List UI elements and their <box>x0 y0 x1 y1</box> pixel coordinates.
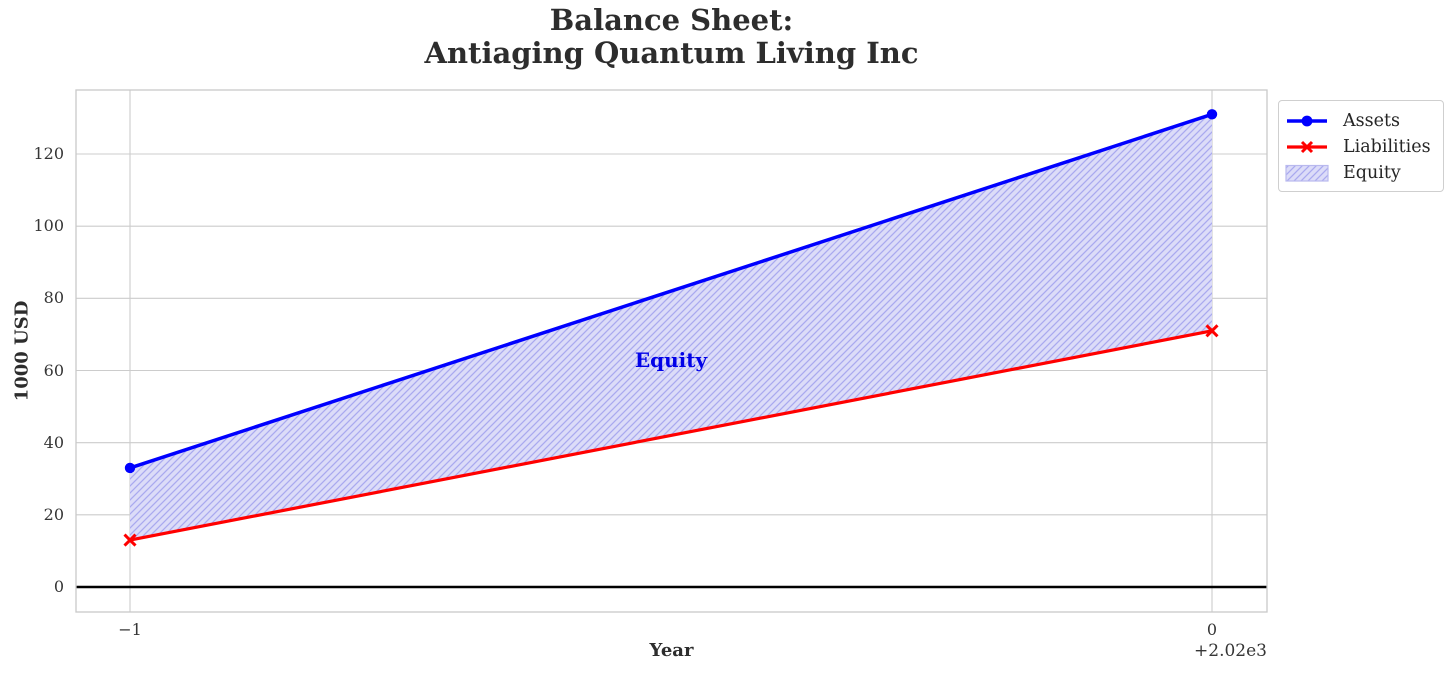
chart-title-line2: Antiaging Quantum Living Inc <box>424 36 919 70</box>
liabilities-line-x-icon <box>1287 140 1327 153</box>
x-axis-offset-text: +2.02e3 <box>1194 641 1267 661</box>
equity-hatch-swatch-icon <box>1285 164 1329 182</box>
equity-annotation: Equity <box>634 348 708 372</box>
chart-title: Balance Sheet: Antiaging Quantum Living … <box>76 4 1267 70</box>
assets-marker <box>1206 109 1218 120</box>
liabilities-line <box>128 329 1214 542</box>
x-axis-label: Year <box>649 640 694 661</box>
legend-label-equity: Equity <box>1343 162 1401 183</box>
y-tick-label: 20 <box>43 504 64 524</box>
legend-label-assets: Assets <box>1343 110 1400 131</box>
legend: Assets Liabilities Equity <box>1278 100 1444 192</box>
x-tick-label: 0 <box>1206 620 1218 639</box>
equity-fill-hatch <box>130 114 1212 541</box>
assets-line-circle-icon <box>1287 115 1327 126</box>
y-tick-label: 100 <box>33 216 64 236</box>
assets-marker <box>124 462 136 474</box>
legend-item-liabilities: Liabilities <box>1284 134 1433 159</box>
x-tick-label: −1 <box>118 620 142 639</box>
y-tick-label: 120 <box>33 144 64 163</box>
liabilities-marker <box>1205 324 1219 338</box>
y-tick-label: 40 <box>43 432 64 452</box>
liabilities-marker <box>123 533 137 547</box>
legend-item-assets: Assets <box>1284 108 1433 133</box>
assets-line <box>128 112 1214 470</box>
chart-title-line1: Balance Sheet: <box>549 3 794 37</box>
y-tick-label: 0 <box>53 577 64 596</box>
y-tick-label: 60 <box>43 360 64 380</box>
y-tick-label: 80 <box>43 288 64 308</box>
y-axis-label: 1000 USD <box>11 300 33 402</box>
plot-frame <box>75 89 1268 613</box>
legend-item-equity: Equity <box>1284 160 1433 185</box>
legend-label-liabilities: Liabilities <box>1343 136 1431 157</box>
